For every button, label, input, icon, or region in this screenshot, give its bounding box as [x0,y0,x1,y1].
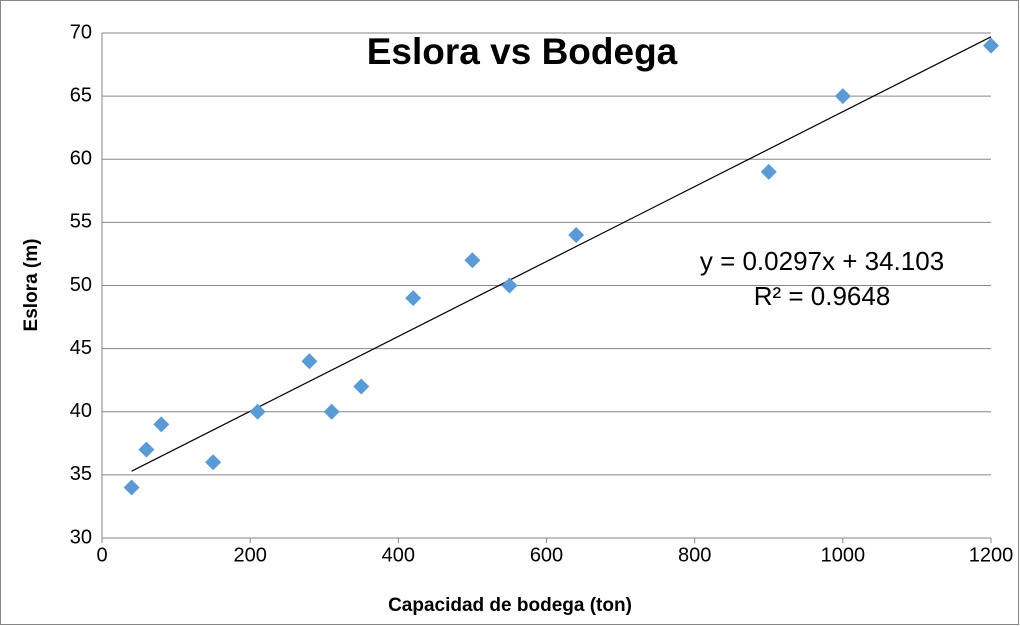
y-tick-label: 50 [70,274,92,296]
point [205,454,222,471]
point [153,416,170,433]
y-tick-label: 60 [70,148,92,170]
y-axis-label: Eslora (m) [21,239,42,332]
point [834,88,851,105]
trendline [131,36,992,472]
y-tick-label: 30 [70,526,92,548]
point [123,479,140,496]
y-tick-label: 55 [70,211,92,233]
point [353,378,370,395]
y-tick-label: 65 [70,84,92,106]
point [464,252,481,269]
x-tick-label: 200 [233,544,266,566]
x-tick-label: 400 [382,544,415,566]
point [138,441,155,458]
x-tick-label: 1000 [821,544,866,566]
x-axis-label: Capacidad de bodega (ton) [388,595,632,616]
point [405,290,422,307]
point [760,163,777,180]
point [249,403,266,420]
equation-annotation: y = 0.0297x + 34.103 [700,246,944,276]
x-tick-label: 800 [678,544,711,566]
chart-title: Eslora vs Bodega [367,31,678,72]
y-tick-label: 70 [70,21,92,43]
y-tick-label: 40 [70,400,92,422]
y-tick-label: 35 [70,463,92,485]
point [568,227,585,243]
y-tick-label: 45 [70,337,92,359]
point [301,353,318,370]
point [501,277,518,294]
x-tick-label: 600 [530,544,563,566]
point [983,37,999,54]
x-tick-label: 1200 [969,544,1014,566]
x-tick-label: 0 [96,544,107,566]
point [323,403,340,420]
